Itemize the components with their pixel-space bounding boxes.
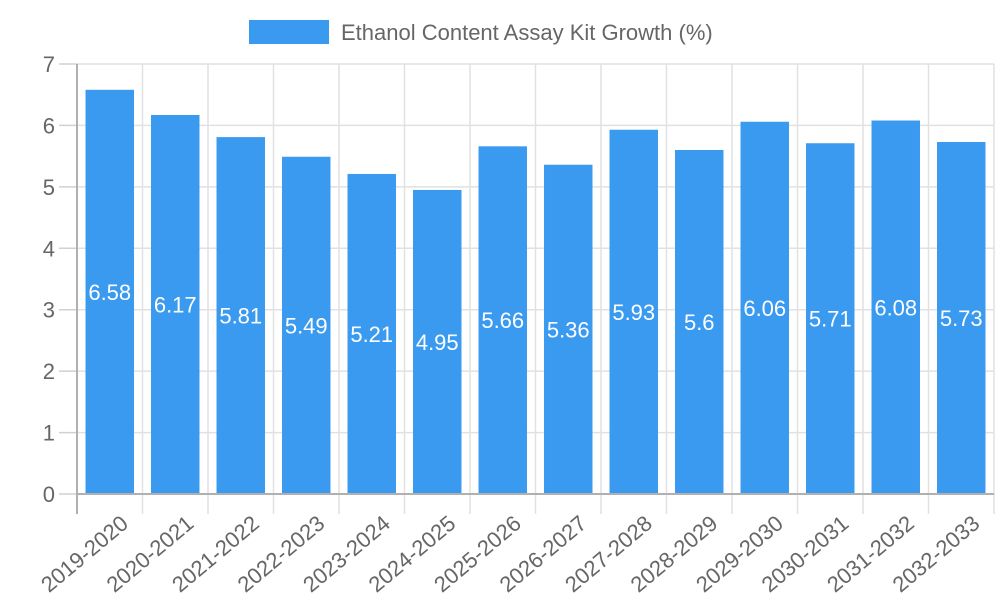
legend-label: Ethanol Content Assay Kit Growth (%) [341, 20, 713, 45]
bar-rect[interactable] [282, 156, 331, 494]
bar-value-label: 4.95 [416, 330, 459, 355]
bar[interactable]: 5.21 [347, 173, 396, 494]
bar-rect[interactable] [609, 129, 658, 494]
bar-rect[interactable] [740, 121, 789, 494]
bar-rect[interactable] [151, 114, 200, 494]
bar[interactable]: 5.81 [216, 137, 265, 494]
bar-value-label: 5.93 [612, 300, 655, 325]
y-tick-label: 7 [43, 52, 55, 77]
legend[interactable]: Ethanol Content Assay Kit Growth (%) [249, 20, 713, 45]
bar-value-label: 5.71 [809, 307, 852, 332]
bar[interactable]: 5.93 [609, 129, 658, 494]
bar-rect[interactable] [216, 137, 265, 494]
y-tick-label: 2 [43, 359, 55, 384]
bar[interactable]: 5.36 [544, 164, 593, 494]
bar-value-label: 6.06 [743, 296, 786, 321]
bar-value-label: 5.6 [684, 310, 715, 335]
bar-value-label: 6.58 [88, 280, 131, 305]
bar-rect[interactable] [85, 89, 134, 495]
y-tick-label: 5 [43, 175, 55, 200]
gridlines [77, 63, 995, 514]
bar-rect[interactable] [347, 173, 396, 494]
bar[interactable]: 6.08 [871, 120, 920, 494]
bar-value-label: 5.66 [481, 308, 524, 333]
bar-value-label: 5.81 [219, 304, 262, 329]
bar-value-label: 5.21 [350, 322, 393, 347]
bar-value-label: 6.17 [154, 292, 197, 317]
x-axis: 2019-20202020-20212021-20222022-20232023… [36, 493, 994, 597]
bar[interactable]: 5.71 [806, 143, 855, 494]
bar[interactable]: 5.6 [675, 150, 724, 494]
bar[interactable]: 6.17 [151, 114, 200, 494]
bar-value-label: 5.49 [285, 313, 328, 338]
bar[interactable]: 5.66 [478, 146, 527, 495]
bar-rect[interactable] [806, 143, 855, 494]
bar-rect[interactable] [413, 189, 462, 494]
y-tick-label: 0 [43, 482, 55, 507]
y-tick-label: 1 [43, 421, 55, 446]
bar-series: 6.58 6.17 5.81 5.49 5.21 4.95 5.66 5.36 5.93 5.6 6… [85, 89, 986, 495]
bar[interactable]: 4.95 [413, 189, 462, 494]
y-tick-label: 4 [43, 236, 55, 261]
y-tick-label: 6 [43, 113, 55, 138]
bar-rect[interactable] [937, 142, 986, 494]
bar-rect[interactable] [675, 150, 724, 494]
y-axis: 0 1 2 3 4 5 6 7 [43, 52, 78, 514]
bar[interactable]: 5.49 [282, 156, 331, 494]
legend-swatch [249, 20, 329, 44]
bar[interactable]: 6.06 [740, 121, 789, 494]
bar-value-label: 6.08 [874, 295, 917, 320]
bar-rect[interactable] [544, 164, 593, 494]
bar[interactable]: 5.73 [937, 142, 986, 494]
bar-value-label: 5.73 [940, 306, 983, 331]
bar[interactable]: 6.58 [85, 89, 134, 495]
y-tick-label: 3 [43, 298, 55, 323]
bar-rect[interactable] [478, 146, 527, 495]
bar-rect[interactable] [871, 120, 920, 494]
bar-value-label: 5.36 [547, 317, 590, 342]
